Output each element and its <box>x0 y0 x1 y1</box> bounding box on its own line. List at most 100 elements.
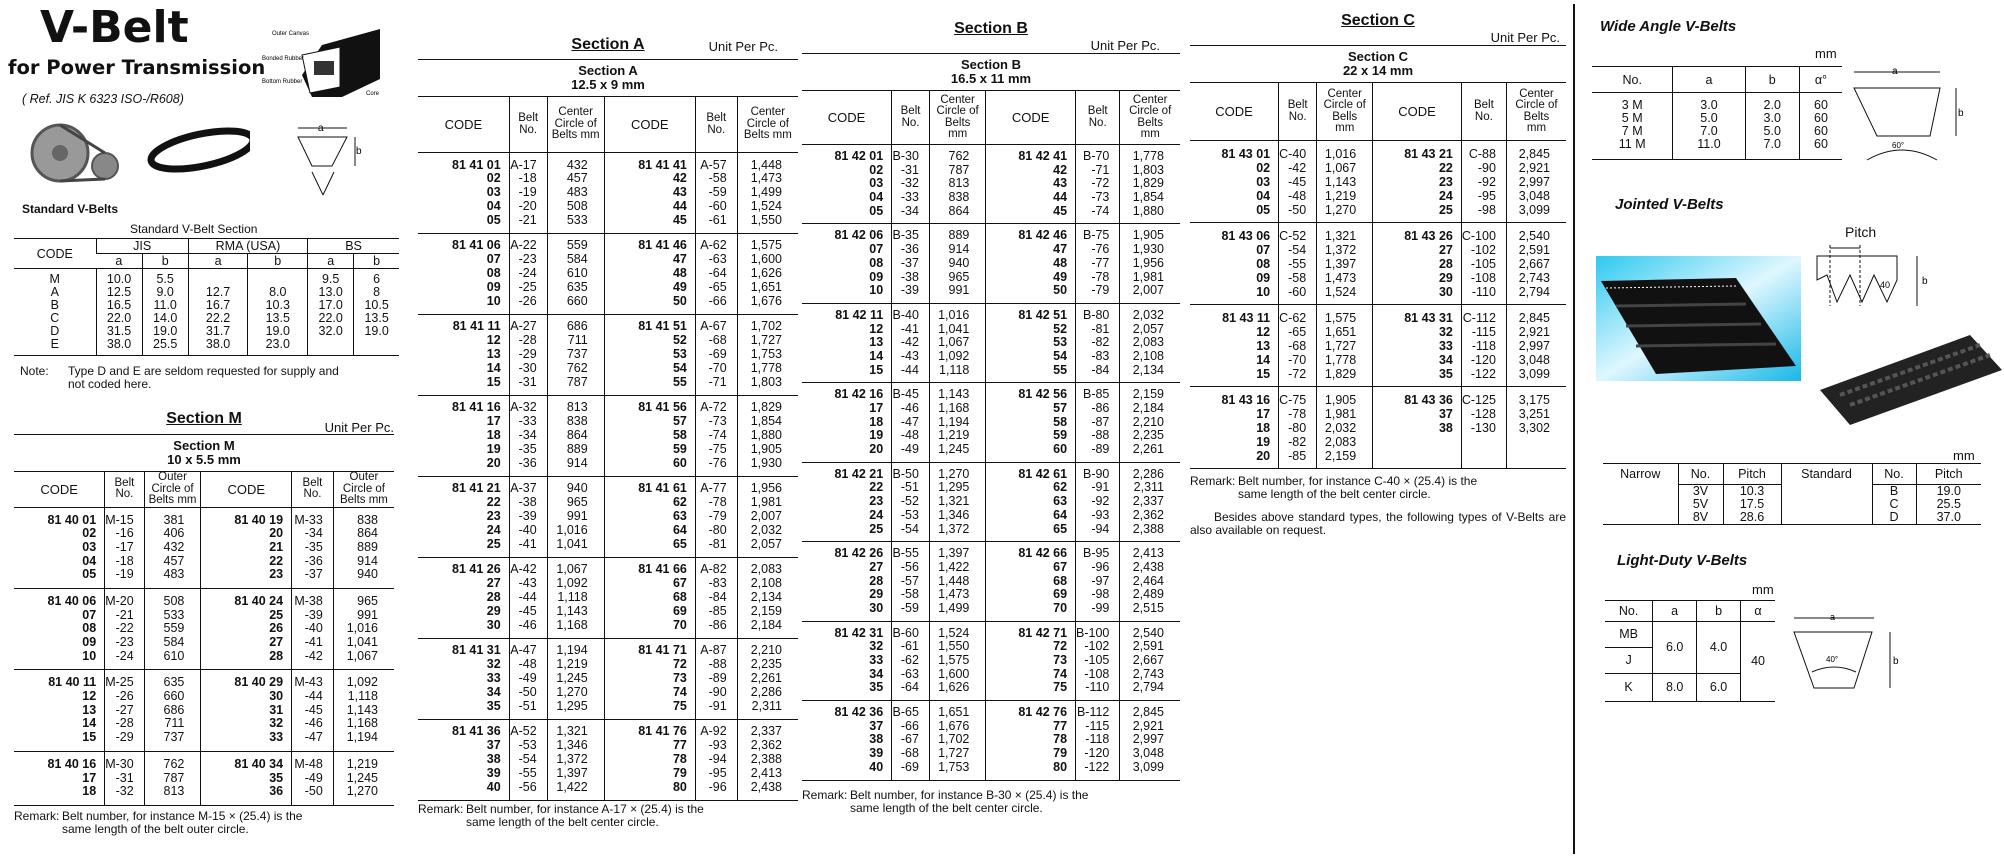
code: 20 <box>1256 448 1271 463</box>
length: 2,997 <box>1518 338 1550 353</box>
column-header: CODE <box>603 96 696 153</box>
code: 28 <box>1438 256 1453 271</box>
belt-no: -61 <box>708 212 727 227</box>
length: 1,397 <box>556 765 588 780</box>
belt-no: A-57 <box>700 157 727 172</box>
belt-no: -54 <box>1288 242 1307 257</box>
belt-no: -44 <box>518 590 537 605</box>
belt-no: -54 <box>900 521 919 536</box>
svg-text:b: b <box>1922 276 1928 287</box>
svg-text:b: b <box>356 146 362 157</box>
code: 81 43 26 <box>1404 228 1453 243</box>
pitch-label: Pitch <box>1845 224 1877 240</box>
belt-no: -39 <box>304 607 323 622</box>
belt-no: -27 <box>115 702 134 717</box>
length: 1,499 <box>750 185 782 200</box>
code: 81 40 19 <box>234 512 284 527</box>
code: 81 41 61 <box>638 481 687 496</box>
code: 18 <box>869 414 884 429</box>
belt-no: -97 <box>1091 573 1110 588</box>
length: 1,778 <box>750 360 782 375</box>
belt-no: -47 <box>304 730 323 745</box>
length: 1,930 <box>1132 242 1164 257</box>
code: 81 41 01 <box>452 157 501 172</box>
belt-no: A-87 <box>700 643 727 658</box>
table-row-block: 81 42 16 17 18 19 20 B-45 -46 -47 -48 -49 1,143 1,1… <box>802 382 1180 463</box>
standard-heading: Standard V-Belts <box>22 202 119 216</box>
length: 1,041 <box>938 321 970 336</box>
length: 1,803 <box>1132 162 1164 177</box>
belt-no: -118 <box>1085 732 1110 747</box>
belt-no: -90 <box>708 684 727 699</box>
code: 07 <box>1256 242 1271 257</box>
code: 09 <box>486 279 501 294</box>
code: 26 <box>269 621 284 636</box>
length: 1,016 <box>938 307 970 322</box>
code: 14 <box>486 360 501 375</box>
belt-no: -16 <box>115 526 134 541</box>
value: 5.5 <box>156 272 174 286</box>
code: 34 <box>869 666 884 681</box>
value: 17.0 <box>318 298 343 312</box>
length: 2,591 <box>1132 639 1164 654</box>
length: 1,295 <box>938 480 970 495</box>
section-b-table: Section B 16.5 x 11 mm CODE Belt No. Center … <box>802 53 1180 781</box>
length: 737 <box>163 730 185 745</box>
length: 1,575 <box>750 238 782 253</box>
code: 81 40 34 <box>234 756 284 771</box>
code: 40 <box>486 779 501 794</box>
value: 3.0 <box>1763 111 1781 125</box>
table-row-block: 81 41 16 17 18 19 20 A-32 -33 -34 -35 -36 813 838 86… <box>418 395 798 477</box>
length: 2,235 <box>750 657 782 672</box>
belt-no: -63 <box>900 666 919 681</box>
value: 16.5 <box>106 298 132 312</box>
code: 43 <box>1053 176 1068 191</box>
value: 9.0 <box>156 285 174 299</box>
length: 1,346 <box>938 507 970 522</box>
length: 559 <box>566 238 588 253</box>
code: 33 <box>1438 338 1453 353</box>
belt-no: -56 <box>900 559 919 574</box>
code: 07 <box>869 242 884 257</box>
length: 2,413 <box>750 765 782 780</box>
belt-no: B-65 <box>892 705 919 720</box>
table-row-block: 81 40 11 12 13 14 15 M-25 -26 -27 -28 -29 635 660 68… <box>14 669 394 752</box>
code: 81 41 11 <box>452 319 501 334</box>
column-header: Belt No. <box>1278 82 1317 141</box>
belt-no: -105 <box>1470 256 1496 271</box>
belt-no: B-30 <box>892 149 919 163</box>
wide-angle-title: Wide Angle V-Belts <box>1600 18 1737 35</box>
code: 60 <box>672 455 687 470</box>
belt-no: A-52 <box>510 724 537 739</box>
column-header: Belt No. <box>508 96 548 153</box>
code: 27 <box>869 559 884 574</box>
length: 1,397 <box>1324 256 1357 271</box>
code: 23 <box>269 567 284 582</box>
belt-no: -46 <box>900 401 919 415</box>
belt-no: -52 <box>900 494 919 509</box>
belt-no: -82 <box>1288 434 1307 449</box>
length: 1,422 <box>938 559 970 574</box>
length: 2,210 <box>1132 414 1164 429</box>
length: 1,118 <box>939 362 970 377</box>
code: 81 42 01 <box>834 149 884 163</box>
column-header: Center Circle of Bells mm <box>1316 82 1373 141</box>
belt-no: -68 <box>708 333 727 348</box>
length: 965 <box>357 593 378 608</box>
length: 2,286 <box>750 684 782 699</box>
length: 1,524 <box>750 198 782 213</box>
code: 24 <box>869 507 884 522</box>
length: 1,194 <box>346 730 378 745</box>
code: 43 <box>672 185 687 200</box>
belt-no: -85 <box>1288 448 1307 463</box>
length: 813 <box>163 784 185 799</box>
belt-no: B-112 <box>1076 705 1110 720</box>
belt-no: -58 <box>708 171 727 186</box>
code: 81 42 26 <box>834 546 884 561</box>
light-duty-diagram: a 40° b <box>1793 612 1899 689</box>
length: 1,168 <box>938 401 970 415</box>
code: 81 41 26 <box>452 562 501 577</box>
code: 05 <box>869 203 884 218</box>
belt-no: -60 <box>708 198 727 213</box>
belt-no: -80 <box>1288 420 1307 435</box>
